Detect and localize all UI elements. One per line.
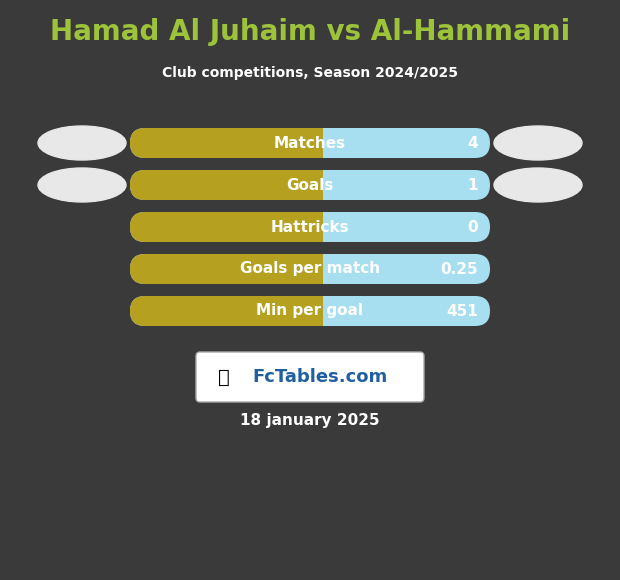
FancyBboxPatch shape — [130, 254, 322, 284]
Bar — [308, 254, 322, 284]
Bar — [308, 170, 322, 200]
Text: Hamad Al Juhaim vs Al-Hammami: Hamad Al Juhaim vs Al-Hammami — [50, 18, 570, 46]
Bar — [308, 296, 322, 326]
Text: 📊: 📊 — [218, 368, 230, 386]
Text: 0: 0 — [467, 219, 478, 234]
Text: Hattricks: Hattricks — [271, 219, 349, 234]
Text: FcTables.com: FcTables.com — [252, 368, 388, 386]
FancyBboxPatch shape — [130, 128, 490, 158]
Text: Goals: Goals — [286, 177, 334, 193]
Text: Club competitions, Season 2024/2025: Club competitions, Season 2024/2025 — [162, 66, 458, 80]
Bar — [308, 212, 322, 242]
Ellipse shape — [494, 168, 582, 202]
FancyBboxPatch shape — [130, 212, 490, 242]
Bar — [308, 128, 322, 158]
Text: 451: 451 — [446, 303, 478, 318]
Text: Goals per match: Goals per match — [240, 262, 380, 277]
Ellipse shape — [38, 126, 126, 160]
FancyBboxPatch shape — [130, 296, 490, 326]
FancyBboxPatch shape — [196, 352, 424, 402]
FancyBboxPatch shape — [130, 212, 322, 242]
Ellipse shape — [38, 168, 126, 202]
FancyBboxPatch shape — [130, 170, 322, 200]
Text: Min per goal: Min per goal — [257, 303, 363, 318]
FancyBboxPatch shape — [130, 128, 322, 158]
Text: 18 january 2025: 18 january 2025 — [240, 412, 380, 427]
Text: Matches: Matches — [274, 136, 346, 150]
Text: 4: 4 — [467, 136, 478, 150]
Text: 1: 1 — [467, 177, 478, 193]
Ellipse shape — [494, 126, 582, 160]
FancyBboxPatch shape — [130, 296, 322, 326]
FancyBboxPatch shape — [130, 170, 490, 200]
FancyBboxPatch shape — [130, 254, 490, 284]
Text: 0.25: 0.25 — [440, 262, 478, 277]
